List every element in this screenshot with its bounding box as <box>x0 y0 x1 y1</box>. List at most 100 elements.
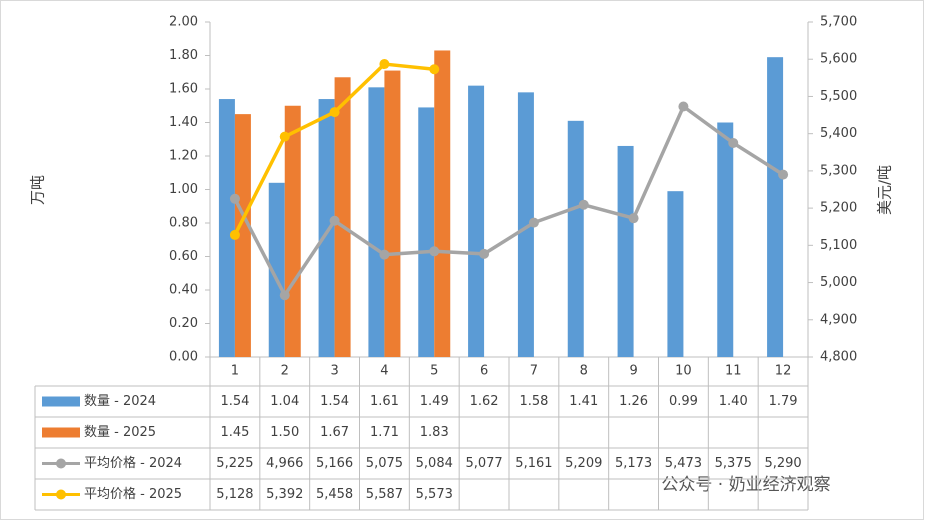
y-tick-label: 0.80 <box>169 216 198 231</box>
table-value: 5,128 <box>216 487 253 502</box>
table-value: 1.54 <box>220 394 249 409</box>
marker <box>329 215 340 226</box>
bar <box>434 50 451 357</box>
y2-tick-label: 5,300 <box>820 163 857 178</box>
marker <box>279 131 290 142</box>
bar <box>418 107 435 357</box>
table-value: 5,161 <box>515 456 552 471</box>
table-value: 5,075 <box>366 456 403 471</box>
x-tick-label: 1 <box>231 364 239 379</box>
bar <box>384 70 401 357</box>
legend-key <box>56 458 66 469</box>
table-value: 5,077 <box>465 456 502 471</box>
table-value: 1.58 <box>519 394 548 409</box>
bar <box>767 57 784 358</box>
marker <box>379 59 390 70</box>
x-tick-label: 11 <box>725 364 742 379</box>
table-value: 5,392 <box>266 487 303 502</box>
table-value: 5,573 <box>416 487 453 502</box>
x-tick-label: 12 <box>775 364 792 379</box>
bar <box>234 114 251 357</box>
y2-tick-label: 5,200 <box>820 201 857 216</box>
y2-tick-label: 5,600 <box>820 52 857 67</box>
table-value: 5,375 <box>715 456 752 471</box>
watermark: 公众号 · 奶业经济观察 <box>661 475 830 495</box>
table-value: 5,458 <box>316 487 353 502</box>
y-tick-label: 2.00 <box>169 15 198 30</box>
table-value: 1.50 <box>270 425 299 440</box>
y2-axis-label: 美元/吨 <box>876 165 894 215</box>
table-value: 1.61 <box>370 394 399 409</box>
bar <box>368 87 385 357</box>
marker <box>329 107 340 118</box>
marker <box>429 64 440 75</box>
table-value: 5,084 <box>416 456 453 471</box>
table-value: 1.79 <box>769 394 798 409</box>
table-value: 1.71 <box>370 425 399 440</box>
bar <box>717 122 734 357</box>
legend-label: 平均价格 - 2024 <box>84 455 182 471</box>
legend-key <box>42 396 80 407</box>
table-value: 5,587 <box>366 487 403 502</box>
x-tick-label: 8 <box>580 364 588 379</box>
y2-tick-label: 5,400 <box>820 126 857 141</box>
table-value: 1.49 <box>420 394 449 409</box>
x-tick-label: 9 <box>629 364 637 379</box>
legend-label: 平均价格 - 2025 <box>84 486 182 502</box>
y2-tick-label: 5,500 <box>820 89 857 104</box>
bar <box>617 145 634 357</box>
y2-tick-label: 4,800 <box>820 350 857 365</box>
table-value: 1.54 <box>320 394 349 409</box>
table-value: 5,225 <box>216 456 253 471</box>
y-axis-label: 万吨 <box>29 175 47 205</box>
bar <box>567 120 584 357</box>
table-value: 1.26 <box>619 394 648 409</box>
table-value: 5,173 <box>615 456 652 471</box>
line <box>233 104 785 297</box>
bar <box>334 77 351 358</box>
marker <box>229 193 240 204</box>
x-tick-label: 5 <box>430 364 438 379</box>
table-value: 4,966 <box>266 456 303 471</box>
x-tick-label: 6 <box>480 364 488 379</box>
marker <box>528 217 539 228</box>
table-value: 1.45 <box>220 425 249 440</box>
table-value: 5,473 <box>665 456 702 471</box>
bar <box>667 191 684 357</box>
marker <box>429 246 440 257</box>
y2-tick-label: 5,000 <box>820 275 857 290</box>
bar <box>284 105 301 357</box>
bar <box>318 99 335 358</box>
bar <box>517 92 534 357</box>
table-value: 5,166 <box>316 456 353 471</box>
y-tick-label: 1.60 <box>169 82 198 97</box>
x-tick-label: 3 <box>330 364 338 379</box>
marker <box>628 213 639 224</box>
marker <box>379 249 390 260</box>
table-value: 1.62 <box>470 394 499 409</box>
marker <box>279 290 290 301</box>
table-value: 1.40 <box>719 394 748 409</box>
y-tick-label: 1.80 <box>169 48 198 63</box>
y-tick-label: 1.20 <box>169 149 198 164</box>
table-value: 1.04 <box>270 394 299 409</box>
marker <box>479 248 490 259</box>
table-value: 1.67 <box>320 425 349 440</box>
y2-tick-label: 4,900 <box>820 312 857 327</box>
y-tick-label: 1.40 <box>169 115 198 130</box>
x-tick-label: 4 <box>380 364 388 379</box>
table-value: 1.83 <box>420 425 449 440</box>
marker <box>229 229 240 240</box>
bar <box>218 99 235 358</box>
y-tick-label: 0.20 <box>169 316 198 331</box>
y-tick-label: 0.60 <box>169 249 198 264</box>
marker <box>678 101 689 112</box>
marker <box>578 199 589 210</box>
y-tick-label: 0.00 <box>169 350 198 365</box>
y2-tick-label: 5,100 <box>820 238 857 253</box>
table-value: 5,209 <box>565 456 602 471</box>
y-tick-label: 0.40 <box>169 283 198 298</box>
legend-label: 数量 - 2024 <box>84 394 156 409</box>
